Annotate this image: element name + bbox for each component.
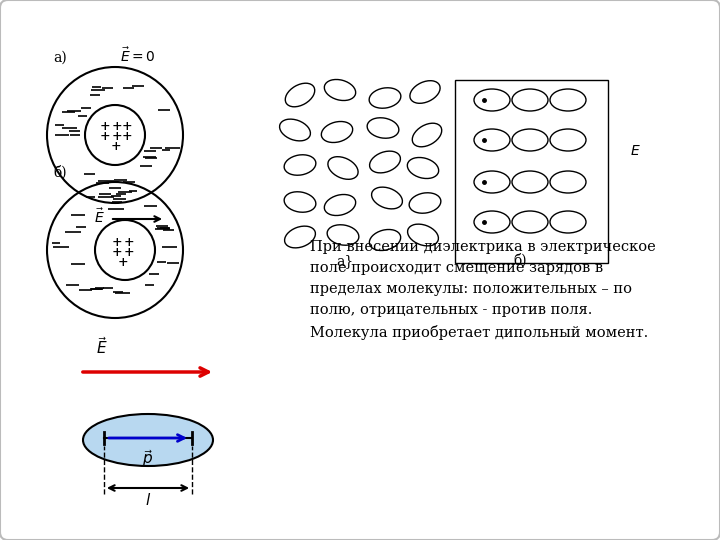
Text: +: + [112,120,122,133]
Text: +: + [99,131,110,144]
Text: б): б) [513,254,527,268]
Text: $l$: $l$ [145,492,151,508]
Text: +: + [112,246,122,259]
Text: $\vec{p}$: $\vec{p}$ [143,448,153,469]
Text: +: + [122,120,132,133]
Text: +: + [112,131,122,144]
Text: +: + [124,246,135,259]
Text: б): б) [53,166,67,180]
Text: +: + [112,235,122,248]
Text: $E$: $E$ [630,144,641,158]
Text: $\vec{E}$: $\vec{E}$ [94,208,105,226]
Text: а}: а} [336,254,354,268]
Ellipse shape [83,414,213,466]
Text: $\vec{E}$: $\vec{E}$ [96,336,108,357]
Text: $\vec{E}=0$: $\vec{E}=0$ [120,46,156,65]
Text: +: + [122,131,132,144]
Bar [455,80,608,263]
Text: +: + [99,120,110,133]
Text: а): а) [53,51,67,65]
Text: +: + [111,140,121,153]
Text: +: + [117,255,128,268]
Text: +: + [124,235,135,248]
Text: При внесении диэлектрика в электрическое
поле происходит смещение зарядов в
пред: При внесении диэлектрика в электрическое… [310,240,656,340]
